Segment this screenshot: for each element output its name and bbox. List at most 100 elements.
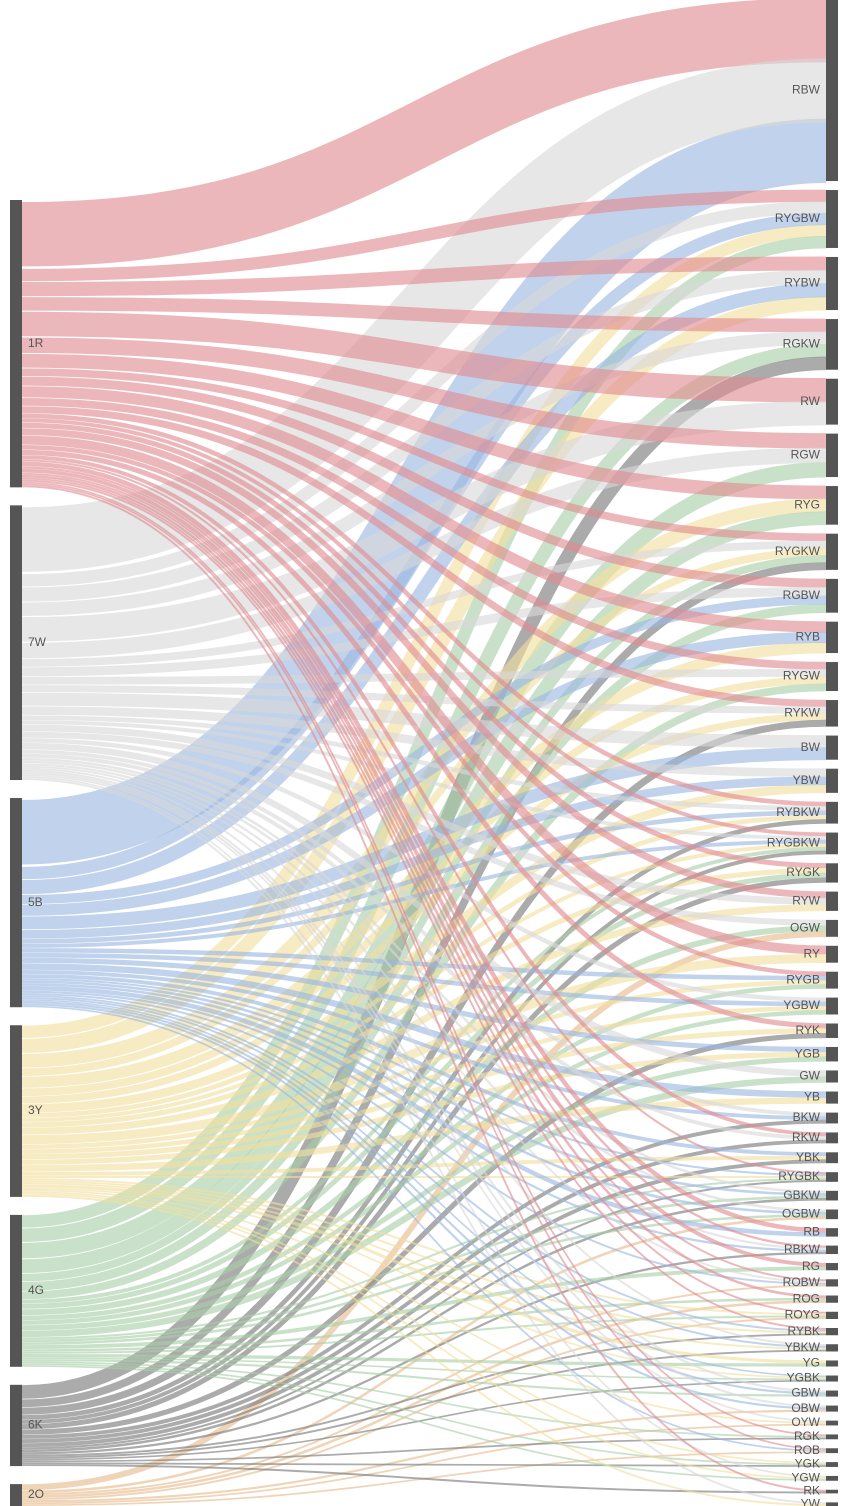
- sankey-node: [826, 833, 838, 855]
- sankey-node: [826, 998, 838, 1015]
- sankey-node: [10, 1484, 22, 1506]
- sankey-node-label: RYGB: [786, 972, 820, 986]
- sankey-node: [826, 700, 838, 727]
- sankey-node: [826, 1344, 838, 1351]
- sankey-node-label: 6K: [28, 1418, 43, 1432]
- sankey-node-label: OGW: [790, 921, 821, 935]
- sankey-node: [826, 1391, 838, 1397]
- sankey-node: [826, 1132, 838, 1143]
- sankey-node: [826, 257, 838, 310]
- sankey-node: [826, 1263, 838, 1270]
- sankey-node-label: OGBW: [782, 1206, 821, 1220]
- sankey-node: [826, 1490, 838, 1494]
- sankey-node-label: RYG: [794, 498, 820, 512]
- sankey-node-label: YBKW: [785, 1340, 821, 1354]
- sankey-node: [826, 319, 838, 370]
- sankey-node: [826, 0, 838, 181]
- sankey-node-label: RYB: [796, 630, 820, 644]
- sankey-node: [826, 1296, 838, 1303]
- sankey-node: [826, 946, 838, 963]
- sankey-node-label: 5B: [28, 895, 43, 909]
- sankey-node-label: RYGBK: [778, 1169, 820, 1183]
- sankey-node-label: 3Y: [28, 1103, 43, 1117]
- sankey-node: [826, 1476, 838, 1481]
- sankey-node: [826, 190, 838, 248]
- sankey-node: [826, 972, 838, 989]
- sankey-node-label: ROB: [794, 1443, 820, 1457]
- sankey-node: [826, 1360, 838, 1366]
- sankey-node-label: RB: [803, 1225, 820, 1239]
- sankey-node: [826, 1113, 838, 1124]
- sankey-node-label: OBW: [791, 1401, 820, 1415]
- sankey-node-label: RYBK: [788, 1324, 820, 1338]
- sankey-node: [826, 379, 838, 425]
- sankey-node: [826, 434, 838, 477]
- sankey-node: [826, 1434, 838, 1439]
- sankey-node: [826, 920, 838, 937]
- sankey-node-label: YGK: [795, 1457, 820, 1471]
- sankey-diagram: 1R7W5B3Y4G6K2ORBWRYGBWRYBWRGKWRWRGWRYGRY…: [0, 0, 848, 1506]
- sankey-node-label: ROYG: [785, 1308, 820, 1322]
- sankey-node-label: YB: [804, 1090, 820, 1104]
- sankey-node: [826, 736, 838, 760]
- sankey-node: [826, 1152, 838, 1163]
- sankey-node: [10, 505, 22, 780]
- sankey-node: [10, 1025, 22, 1197]
- sankey-node-label: YBK: [796, 1150, 820, 1164]
- sankey-node-label: YGBW: [783, 998, 820, 1012]
- sankey-node-label: RW: [800, 394, 820, 408]
- sankey-node-label: RGKW: [783, 337, 821, 351]
- sankey-node: [826, 1502, 838, 1506]
- sankey-node-label: RYKW: [784, 705, 820, 719]
- sankey-node: [826, 1448, 838, 1453]
- sankey-node-label: ROBW: [783, 1275, 821, 1289]
- sankey-node-label: BKW: [793, 1110, 821, 1124]
- sankey-node-label: RY: [804, 946, 820, 960]
- sankey-node: [826, 579, 838, 613]
- sankey-node: [826, 1246, 838, 1254]
- sankey-node-label: BW: [801, 740, 821, 754]
- sankey-node: [10, 200, 22, 487]
- sankey-node-label: RYK: [796, 1023, 820, 1037]
- sankey-node-label: RYGBW: [775, 211, 821, 225]
- sankey-node: [826, 1312, 838, 1319]
- sankey-node: [826, 892, 838, 911]
- sankey-node: [10, 1385, 22, 1466]
- sankey-node: [10, 798, 22, 1007]
- sankey-node-label: YBW: [793, 773, 821, 787]
- sankey-node-label: 1R: [28, 336, 44, 350]
- sankey-node-label: ROG: [793, 1291, 820, 1305]
- sankey-node-label: RGBW: [783, 588, 821, 602]
- sankey-node: [826, 1279, 838, 1286]
- sankey-node-label: RYGW: [783, 669, 821, 683]
- sankey-node: [826, 1070, 838, 1082]
- sankey-node: [826, 1421, 838, 1426]
- sankey-link: [22, 673, 826, 681]
- sankey-node-label: RYGKW: [775, 544, 821, 558]
- sankey-node: [826, 534, 838, 570]
- sankey-node-label: YGB: [795, 1046, 820, 1060]
- sankey-node-label: OYW: [791, 1415, 820, 1429]
- sankey-node-label: YGBK: [787, 1371, 820, 1385]
- sankey-node: [826, 1376, 838, 1382]
- sankey-node: [826, 1462, 838, 1467]
- sankey-node-label: 7W: [28, 635, 47, 649]
- sankey-node: [826, 662, 838, 691]
- sankey-node-label: GBKW: [783, 1188, 820, 1202]
- sankey-node-label: YW: [801, 1496, 821, 1506]
- sankey-node: [826, 1023, 838, 1037]
- sankey-node-label: RYBW: [784, 276, 820, 290]
- sankey-node-label: YGW: [791, 1471, 820, 1485]
- sankey-node: [10, 1215, 22, 1367]
- sankey-node-label: RBKW: [784, 1242, 821, 1256]
- sankey-node-label: RYGK: [786, 865, 820, 879]
- sankey-node: [826, 1092, 838, 1104]
- sankey-node: [826, 1191, 838, 1201]
- sankey-node: [826, 1047, 838, 1061]
- sankey-node-label: RBW: [792, 83, 821, 97]
- sankey-node-label: RGW: [791, 448, 821, 462]
- sankey-node-label: GBW: [791, 1386, 820, 1400]
- sankey-node: [826, 863, 838, 882]
- sankey-node: [826, 622, 838, 653]
- sankey-node: [826, 1209, 838, 1219]
